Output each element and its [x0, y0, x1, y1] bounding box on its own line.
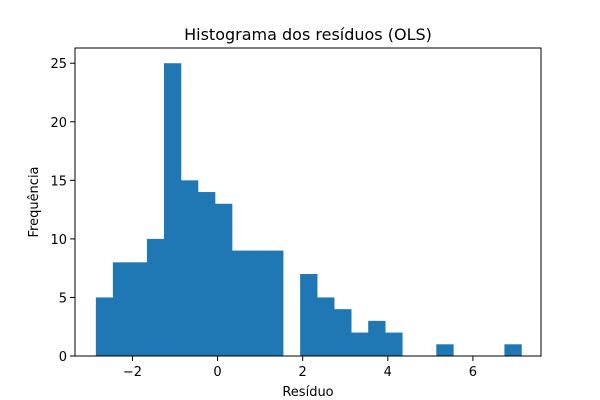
histogram-bar	[504, 344, 522, 356]
bars-group	[95, 63, 522, 356]
x-tick-label: 6	[469, 365, 477, 380]
histogram-bar	[300, 274, 318, 356]
histogram-bar	[334, 309, 352, 356]
y-tick-label: 5	[59, 291, 67, 306]
x-tick-label: 4	[384, 365, 392, 380]
y-axis-label: Frequência	[27, 166, 42, 237]
plot-frame	[74, 47, 542, 357]
x-tick-label: −2	[123, 365, 142, 380]
histogram-bar	[266, 250, 284, 356]
x-tick-label: 2	[299, 365, 307, 380]
histogram-bar	[368, 320, 386, 356]
histogram-bar	[436, 344, 454, 356]
histogram-bar	[129, 262, 148, 356]
histogram-bar	[146, 238, 165, 356]
histogram-bar	[351, 332, 369, 356]
histogram-bar	[112, 262, 131, 356]
y-tick-label: 20	[50, 116, 67, 131]
y-tick-label: 25	[50, 57, 67, 72]
y-axis-ticks: 0 5 10 15 20 25	[50, 57, 75, 365]
histogram-bar	[95, 297, 114, 356]
y-tick-label: 0	[59, 350, 67, 365]
y-tick-label: 15	[50, 174, 67, 189]
chart-title: Histograma dos resíduos (OLS)	[184, 25, 432, 44]
histogram-bar	[180, 180, 199, 356]
x-tick-label: 0	[213, 365, 221, 380]
histogram-bar	[232, 250, 250, 356]
x-axis-ticks: −2 0 2 4 6	[123, 356, 477, 380]
histogram-bar	[249, 250, 267, 356]
histogram-bar	[317, 297, 335, 356]
y-tick-label: 10	[50, 233, 67, 248]
x-axis-label: Resíduo	[282, 385, 333, 400]
histogram-bar	[197, 192, 216, 356]
histogram-bar	[385, 332, 403, 356]
histogram-bar	[215, 203, 233, 356]
histogram-bar	[163, 63, 182, 356]
